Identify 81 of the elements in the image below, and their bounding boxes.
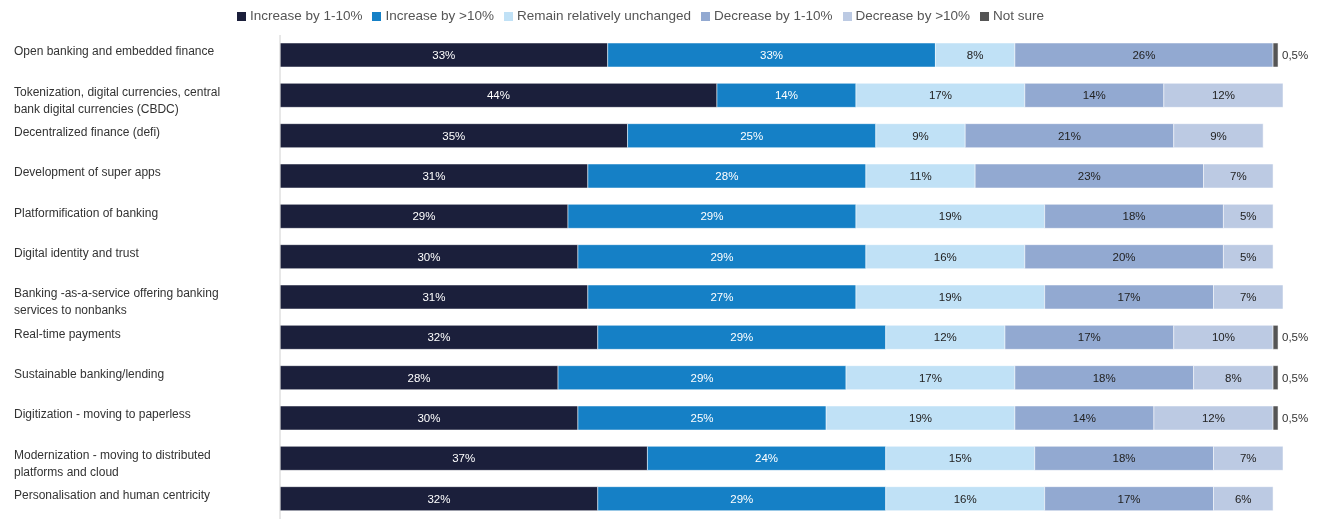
data-label: 16% — [953, 492, 977, 505]
data-label: 33% — [432, 49, 456, 61]
data-label: 31% — [422, 291, 446, 303]
y-tick-label: Platformification of banking — [14, 205, 159, 220]
data-label: 25% — [690, 412, 714, 424]
data-label: 0,5% — [1282, 331, 1309, 344]
data-label: 14% — [774, 89, 798, 102]
data-label: 33% — [760, 49, 784, 61]
data-label: 17% — [928, 89, 952, 102]
data-label: 26% — [1132, 49, 1156, 61]
y-tick-label: Open banking and embedded finance — [14, 44, 215, 59]
data-label: 0,5% — [1282, 412, 1309, 424]
data-label: 8% — [1225, 371, 1242, 384]
data-label: 32% — [427, 331, 451, 344]
data-label: 7% — [1230, 170, 1247, 182]
data-label: 17% — [1077, 331, 1101, 344]
data-label: 16% — [933, 250, 957, 263]
data-label: 6% — [1234, 492, 1252, 505]
y-tick-label: Real-time payments — [14, 326, 121, 341]
legend-label: Decrease by >10% — [855, 8, 971, 23]
data-label: 29% — [710, 250, 734, 263]
data-label: 14% — [1082, 89, 1106, 102]
data-label: 12% — [933, 331, 957, 344]
data-label: 19% — [938, 210, 962, 223]
data-label: 17% — [1117, 492, 1141, 505]
data-label: 0,5% — [1282, 49, 1309, 61]
data-label: 8% — [966, 49, 984, 61]
data-label: 14% — [1072, 412, 1096, 424]
data-label: 32% — [427, 492, 451, 505]
data-label: 17% — [918, 371, 942, 384]
data-label: 24% — [755, 452, 779, 465]
y-tick-label: Digital identity and trust — [14, 245, 140, 260]
data-label: 29% — [412, 210, 436, 223]
y-tick-label: Modernization - moving to distributed platforms and cloud — [14, 447, 211, 479]
data-label: 23% — [1077, 170, 1101, 182]
legend-label: Increase by 1-10% — [249, 8, 363, 23]
data-label: 29% — [690, 371, 714, 384]
data-label: 21% — [1057, 129, 1082, 142]
data-label: 27% — [710, 291, 734, 303]
data-label: 11% — [909, 170, 932, 182]
data-label: 5% — [1239, 250, 1257, 263]
data-label: 9% — [1210, 129, 1227, 142]
data-label: 7% — [1239, 291, 1257, 303]
data-label: 29% — [730, 331, 754, 344]
y-tick-label: Banking -as-a-service offering banking services to nonbanks — [14, 286, 219, 318]
data-label: 18% — [1092, 371, 1116, 384]
data-label: 10% — [1211, 331, 1235, 344]
y-tick-label: Sustainable banking/lending — [14, 366, 165, 381]
y-tick-label: Digitization - moving to paperless — [14, 407, 191, 422]
data-label: 12% — [1201, 412, 1225, 424]
data-label: 29% — [700, 210, 724, 223]
data-label: 28% — [715, 170, 739, 182]
data-label: 12% — [1211, 89, 1235, 102]
data-label: 0,5% — [1282, 371, 1309, 384]
legend-label: Decrease by 1-10% — [714, 8, 833, 23]
data-label: 18% — [1112, 452, 1136, 465]
data-label: 20% — [1112, 250, 1136, 263]
y-tick-label: Development of super apps — [14, 165, 161, 180]
y-tick-label: Personalisation and human centricity — [14, 487, 211, 502]
data-label: 30% — [417, 250, 441, 263]
legend-label: Increase by >10% — [385, 8, 494, 23]
data-label: 19% — [938, 291, 962, 303]
data-label: 31% — [422, 170, 446, 182]
data-label: 9% — [912, 129, 929, 142]
data-label: 19% — [909, 412, 933, 424]
data-label: 30% — [417, 412, 441, 424]
legend-label: Remain relatively unchanged — [516, 8, 692, 23]
legend-label: Not sure — [993, 8, 1045, 23]
data-label: 25% — [740, 129, 764, 142]
data-label: 17% — [1117, 291, 1141, 303]
data-label: 35% — [442, 129, 466, 142]
data-label: 29% — [730, 492, 754, 505]
data-label: 37% — [452, 452, 476, 465]
data-label: 7% — [1239, 452, 1257, 465]
y-tick-label: Decentralized finance (defi) — [14, 124, 161, 139]
data-label: 5% — [1239, 210, 1257, 223]
y-tick-label: Tokenization, digital currencies, central bank digital currencies (CBDC) — [14, 84, 221, 116]
data-label: 28% — [407, 371, 431, 384]
data-label: 18% — [1122, 210, 1146, 223]
data-label: 44% — [486, 89, 510, 102]
data-label: 15% — [948, 452, 972, 465]
